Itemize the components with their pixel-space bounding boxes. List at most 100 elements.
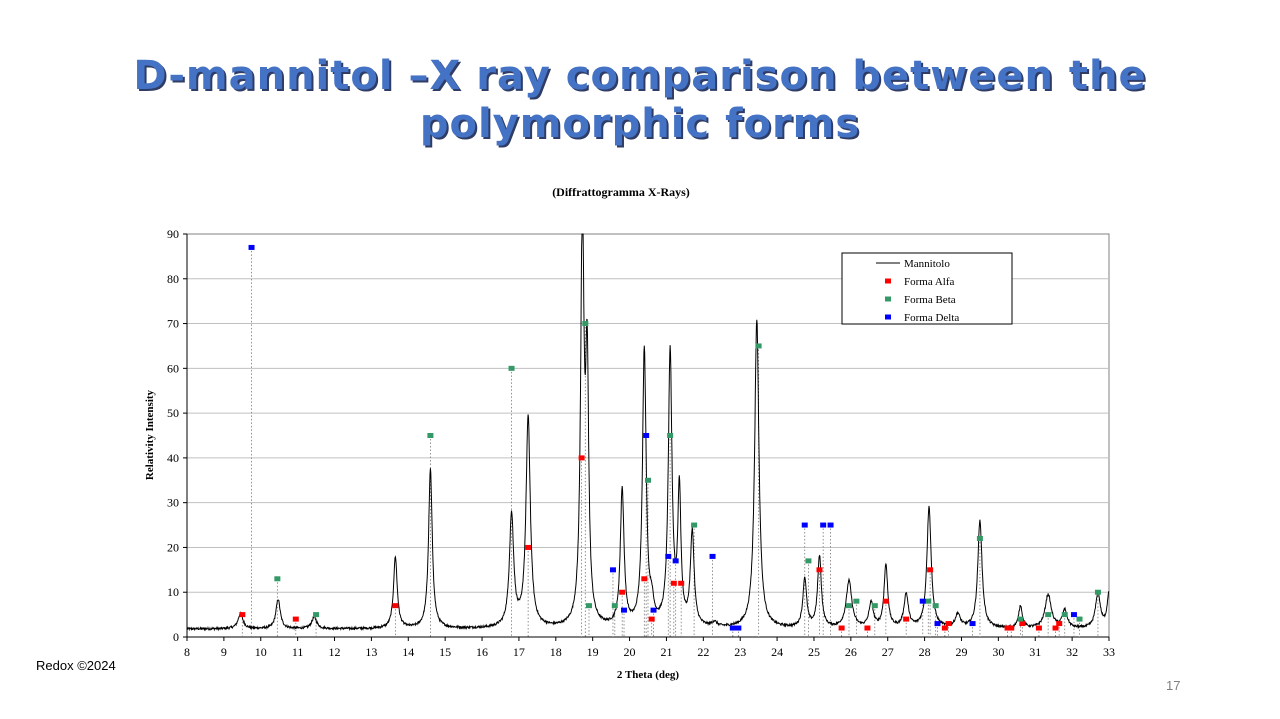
x-tick-label: 8: [184, 645, 190, 659]
marker-forma-beta: [645, 477, 651, 483]
marker-forma-delta: [665, 553, 672, 559]
marker-forma-alfa: [619, 589, 626, 595]
x-tick-label: 13: [365, 645, 377, 659]
footer-copyright: Redox ©2024: [36, 658, 116, 673]
x-tick-label: 29: [955, 645, 967, 659]
marker-forma-alfa: [927, 567, 934, 573]
marker-forma-alfa: [648, 616, 655, 622]
legend-swatch-forma-delta: [885, 314, 891, 320]
marker-forma-delta: [729, 625, 736, 631]
marker-forma-delta: [969, 621, 976, 627]
x-tick-label: 16: [476, 645, 488, 659]
legend-label-forma-alfa: Forma Alfa: [904, 276, 955, 288]
marker-forma-alfa: [641, 576, 648, 582]
legend: Mannitolo Forma Alfa Forma Beta Forma Delta: [841, 252, 1013, 325]
y-tick-label: 70: [167, 317, 179, 331]
marker-forma-beta: [582, 321, 589, 327]
marker-forma-beta: [274, 576, 281, 582]
y-tick-label: 40: [167, 451, 179, 465]
x-tick-label: 17: [513, 645, 525, 659]
marker-forma-delta: [1070, 612, 1077, 618]
x-tick-label: 28: [919, 645, 931, 659]
marker-forma-delta: [801, 522, 808, 528]
marker-forma-alfa: [1008, 625, 1015, 631]
marker-forma-delta: [672, 558, 679, 564]
marker-forma-alfa: [945, 621, 952, 627]
marker-forma-beta: [976, 535, 983, 541]
x-tick-label: 21: [660, 645, 672, 659]
marker-forma-alfa: [941, 625, 948, 631]
marker-forma-beta: [932, 603, 939, 609]
x-tick-label: 12: [329, 645, 341, 659]
plot-area: 0 10 20 30 40 50 60 70 80 90 8 9 10 11 12 13 14 15 16 17 18 1…: [167, 227, 1115, 659]
marker-forma-delta: [650, 607, 657, 613]
marker-forma-alfa: [838, 625, 845, 631]
chart-title: (Diffrattogramma X-Rays): [552, 185, 690, 199]
x-tick-label: 30: [992, 645, 1004, 659]
marker-forma-alfa: [1052, 625, 1059, 631]
x-tick-label: 15: [439, 645, 451, 659]
marker-forma-alfa: [903, 616, 910, 622]
legend-swatch-forma-alfa: [885, 278, 891, 284]
page-number: 17: [1166, 678, 1181, 693]
marker-forma-beta: [508, 365, 515, 371]
marker-forma-delta: [827, 522, 834, 528]
y-tick-label: 60: [167, 361, 179, 375]
x-tick-label: 27: [882, 645, 894, 659]
marker-forma-delta: [248, 244, 255, 250]
marker-forma-beta: [1094, 589, 1101, 595]
marker-forma-delta: [609, 567, 616, 573]
legend-label-mannitolo: Mannitolo: [904, 258, 950, 270]
x-tick-label: 9: [221, 645, 227, 659]
marker-forma-beta: [755, 343, 762, 349]
marker-forma-beta: [1017, 616, 1024, 622]
legend-label-forma-beta: Forma Beta: [904, 294, 956, 306]
series-mannitolo-line: [186, 233, 1110, 632]
x-tick-label: 33: [1103, 645, 1115, 659]
marker-forma-alfa: [864, 625, 871, 631]
marker-forma-beta: [805, 558, 812, 564]
x-tick-label: 32: [1066, 645, 1078, 659]
marker-forma-delta: [709, 553, 716, 559]
marker-forma-delta: [919, 598, 926, 604]
x-tick-label: 23: [734, 645, 746, 659]
x-tick-label: 11: [292, 645, 304, 659]
x-tick-label: 26: [845, 645, 857, 659]
y-tick-label: 90: [167, 227, 179, 241]
marker-forma-beta: [667, 433, 674, 438]
marker-forma-alfa: [239, 612, 246, 618]
y-tick-label: 80: [167, 272, 179, 286]
marker-forma-delta: [735, 625, 742, 631]
x-tick-label: 20: [624, 645, 636, 659]
marker-forma-alfa: [1004, 625, 1011, 631]
y-tick-label: 20: [167, 540, 179, 554]
x-tick-label: 10: [255, 645, 267, 659]
marker-forma-beta: [313, 612, 320, 618]
slide-title-line1: D-mannitol –X ray comparison between the: [133, 53, 1147, 99]
marker-forma-alfa: [816, 567, 823, 573]
x-tick-label: 22: [697, 645, 709, 659]
x-tick-label: 25: [808, 645, 820, 659]
marker-forma-beta: [871, 603, 878, 609]
marker-forma-beta: [691, 522, 698, 528]
y-axis-label: Relativity Intensity: [144, 389, 156, 480]
x-tick-label: 24: [771, 645, 783, 659]
slide-title: D-mannitol –X ray comparison between the…: [0, 52, 1280, 148]
slide-title-line2: polymorphic forms: [419, 101, 861, 147]
marker-forma-beta: [853, 598, 860, 604]
marker-forma-alfa: [670, 580, 677, 586]
x-tick-label: 31: [1029, 645, 1041, 659]
marker-forma-delta: [621, 607, 628, 613]
marker-forma-beta: [585, 603, 592, 609]
marker-forma-beta: [845, 603, 852, 609]
y-tick-label: 10: [167, 585, 179, 599]
legend-label-forma-delta: Forma Delta: [904, 312, 959, 324]
marker-forma-delta: [934, 621, 941, 627]
y-tick-label: 50: [167, 406, 179, 420]
marker-forma-alfa: [292, 616, 299, 622]
marker-forma-alfa: [1019, 621, 1026, 627]
marker-forma-alfa: [882, 598, 889, 604]
x-axis-label: 2 Theta (deg): [617, 669, 679, 681]
y-tick-label: 0: [173, 630, 179, 644]
